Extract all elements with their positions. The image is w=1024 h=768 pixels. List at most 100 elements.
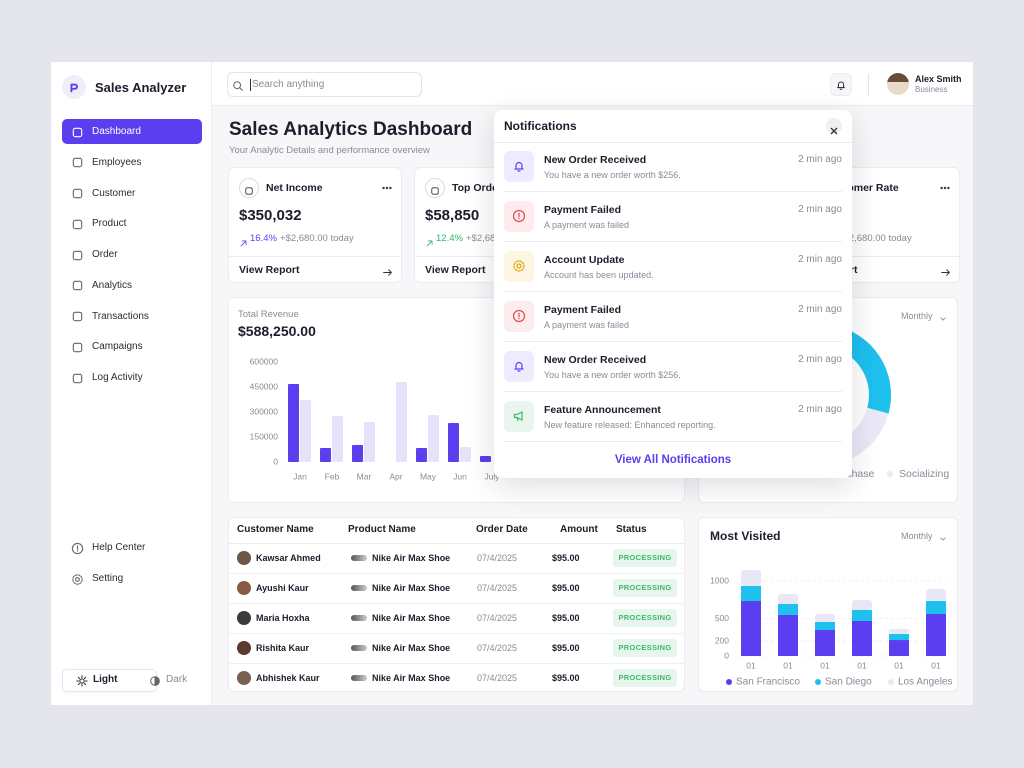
- icon-part: [72, 342, 82, 352]
- cursor: [250, 79, 251, 91]
- menu-item[interactable]: Product: [92, 218, 127, 230]
- notifications-title: Notifications: [504, 119, 577, 133]
- menu-item[interactable]: Transactions: [92, 310, 149, 322]
- icon-part: [239, 87, 243, 91]
- icon-part: [72, 127, 82, 137]
- close-button[interactable]: [826, 118, 842, 134]
- icon-part: [245, 187, 253, 195]
- icon-part: [72, 250, 82, 260]
- divider: [494, 142, 852, 143]
- icon: [244, 183, 254, 195]
- icon-part: [72, 219, 82, 229]
- bell-button[interactable]: [830, 73, 852, 96]
- icon: [71, 126, 84, 139]
- view-all-notifications[interactable]: View All Notifications: [614, 454, 732, 466]
- icon-part: [72, 158, 82, 168]
- icon-part: [512, 209, 526, 223]
- divider: [868, 74, 869, 96]
- close-icon: [830, 122, 838, 135]
- table-header: Amount: [560, 524, 598, 535]
- icon-part: [943, 186, 947, 190]
- stat-icon: [239, 178, 259, 198]
- customer-avatar: [237, 641, 251, 655]
- icon-part: [385, 186, 389, 190]
- divider: [228, 543, 685, 544]
- divider: [228, 633, 685, 634]
- icon-part: [240, 240, 246, 246]
- dropdown-label: Monthly: [901, 311, 933, 321]
- icon: [68, 81, 80, 93]
- menu-item[interactable]: Employees: [92, 156, 142, 168]
- menu-item[interactable]: Customer: [92, 187, 136, 199]
- icon-part: [240, 240, 246, 246]
- menu-item[interactable]: Log Activity: [92, 372, 143, 383]
- customer-avatar: [237, 671, 251, 685]
- icon: [149, 674, 161, 686]
- icon-part: [514, 161, 524, 172]
- icon: [939, 181, 951, 193]
- icon-part: [514, 361, 524, 372]
- menu-item[interactable]: Setting: [92, 573, 124, 584]
- product-name: Nike Air Max Shoe: [372, 673, 451, 683]
- sidebar: [51, 62, 212, 705]
- stat-label: Net Income: [266, 182, 323, 194]
- icon: [940, 265, 951, 276]
- logo: [62, 75, 86, 99]
- icon: [430, 183, 440, 195]
- icon-part: [940, 268, 950, 276]
- product-image: [351, 615, 367, 621]
- menu-item[interactable]: Order: [92, 249, 118, 260]
- notification-title[interactable]: Payment Failed: [544, 204, 622, 216]
- menu-item[interactable]: Campaigns: [92, 341, 143, 353]
- table-header: Order Date: [476, 524, 528, 535]
- status: PROCESSING: [618, 553, 672, 562]
- product-image: [351, 645, 367, 651]
- notification-title[interactable]: New Order Received: [544, 354, 647, 366]
- menu-item-active[interactable]: [62, 119, 202, 144]
- product-image: [351, 585, 367, 591]
- status: PROCESSING: [618, 643, 672, 652]
- icon: [382, 265, 393, 276]
- notification-icon-box: [504, 351, 534, 382]
- table-header: Customer Name: [237, 524, 314, 535]
- notification-text: You have a new order worth $256.: [544, 370, 681, 380]
- notification-title[interactable]: Feature Announcement: [544, 404, 661, 416]
- icon: [512, 259, 526, 273]
- notification-text: A payment was failed: [544, 320, 630, 330]
- theme-label[interactable]: Dark: [166, 674, 188, 685]
- icon: [71, 372, 84, 385]
- amount: $95.00: [552, 643, 580, 653]
- icon-part: [389, 186, 392, 190]
- icon: [425, 235, 434, 246]
- notification-title[interactable]: New Order Received: [544, 154, 647, 166]
- customer-avatar: [237, 581, 251, 595]
- notification-title[interactable]: Payment Failed: [544, 304, 622, 316]
- status: PROCESSING: [618, 583, 672, 592]
- view-report[interactable]: View Report: [239, 264, 300, 276]
- icon-part: [830, 127, 838, 135]
- icon: [512, 209, 526, 223]
- menu-item[interactable]: Dashboard: [92, 126, 141, 137]
- icon: [512, 309, 526, 323]
- icon-part: [72, 373, 82, 383]
- notification-title[interactable]: Account Update: [544, 254, 625, 266]
- icon: [76, 674, 88, 687]
- dropdown-label: Monthly: [901, 531, 933, 541]
- icon: [512, 359, 526, 373]
- notification-time: 2 min ago: [798, 254, 842, 265]
- menu-item[interactable]: Help Center: [92, 542, 146, 553]
- brand: Sales Analyzer: [95, 80, 187, 95]
- view-report[interactable]: View Report: [425, 264, 486, 276]
- user-role: Business: [915, 85, 948, 94]
- menu-item[interactable]: Analytics: [92, 279, 133, 291]
- icon-part: [431, 187, 439, 195]
- notification-text: You have a new order worth $256.: [544, 170, 681, 180]
- search[interactable]: [227, 72, 422, 97]
- customer-avatar: [237, 551, 251, 565]
- icon: [381, 181, 393, 193]
- icon: [71, 187, 84, 200]
- icon-part: [382, 186, 392, 190]
- icon-part: [514, 361, 524, 372]
- icon-part: [431, 187, 439, 195]
- icon-part: [382, 186, 385, 190]
